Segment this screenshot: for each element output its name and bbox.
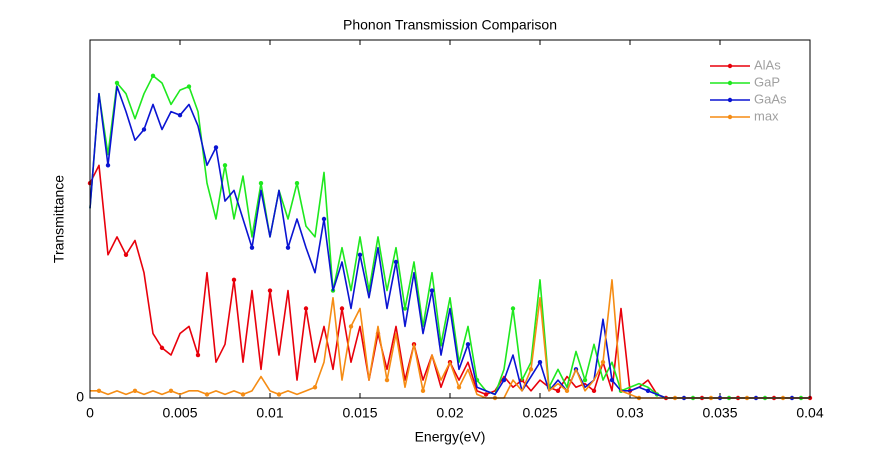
x-axis-label: Energy(eV) <box>415 429 486 445</box>
x-tick-label: 0.035 <box>702 405 737 421</box>
x-tick-label: 0.005 <box>162 405 197 421</box>
series-marker <box>501 377 507 383</box>
legend-label: GaAs <box>754 91 787 106</box>
series-marker <box>393 259 399 265</box>
series-marker <box>564 388 570 394</box>
y-axis-label: Transmittance <box>51 175 67 263</box>
x-tick-label: 0 <box>86 405 94 421</box>
series-marker <box>132 388 138 394</box>
series-marker <box>456 385 462 390</box>
legend-label: max <box>754 108 779 123</box>
legend-marker <box>727 114 733 120</box>
y-tick-label: 0 <box>76 389 84 405</box>
x-tick-label: 0.01 <box>256 405 283 421</box>
series-marker <box>483 392 489 397</box>
series-marker <box>231 277 237 283</box>
series-marker <box>195 352 201 358</box>
series-marker <box>420 388 426 394</box>
series-marker <box>186 84 192 89</box>
series-marker <box>258 181 264 186</box>
series-marker <box>582 377 588 383</box>
series-marker <box>294 181 300 186</box>
series-marker <box>384 377 390 383</box>
series-marker <box>321 216 327 222</box>
series-marker <box>240 392 246 397</box>
series-marker <box>429 288 435 293</box>
series-marker <box>510 306 516 311</box>
x-tick-label: 0.02 <box>436 405 463 421</box>
series-marker <box>285 245 291 250</box>
series-marker <box>249 245 255 250</box>
series-marker <box>168 388 174 394</box>
series-marker <box>267 288 273 293</box>
x-tick-label: 0.04 <box>796 405 823 421</box>
series-marker <box>114 80 120 86</box>
series-marker <box>339 306 345 311</box>
series-marker <box>177 112 183 118</box>
series-marker <box>348 324 354 329</box>
plot-area <box>90 40 810 398</box>
legend-label: GaP <box>754 74 780 89</box>
series-marker <box>465 342 471 347</box>
legend-marker <box>727 63 733 69</box>
series-marker <box>204 392 210 397</box>
legend-marker <box>727 97 733 103</box>
legend-label: AlAs <box>754 57 781 72</box>
series-marker <box>123 252 129 257</box>
series-marker <box>141 127 147 132</box>
plot-frame <box>89 39 811 399</box>
series-marker <box>537 360 543 365</box>
series-marker <box>150 73 156 79</box>
series-marker <box>312 385 318 390</box>
series-marker <box>609 377 615 383</box>
series-marker <box>276 392 282 397</box>
x-tick-label: 0.025 <box>522 405 557 421</box>
series-marker <box>402 306 408 311</box>
series-marker <box>528 367 534 372</box>
series-marker <box>222 163 228 168</box>
series-marker <box>303 306 309 311</box>
legend-marker <box>727 80 733 86</box>
x-tick-label: 0.03 <box>616 405 643 421</box>
series-marker <box>213 145 219 150</box>
series-marker <box>159 345 165 351</box>
series-marker <box>600 360 606 365</box>
chart-title: Phonon Transmission Comparison <box>343 17 557 33</box>
series-marker <box>357 252 363 257</box>
series-marker <box>555 388 561 394</box>
series-marker <box>96 388 102 394</box>
series-marker <box>105 163 111 168</box>
series-marker <box>591 388 597 394</box>
series-marker <box>645 388 651 394</box>
x-tick-label: 0.015 <box>342 405 377 421</box>
